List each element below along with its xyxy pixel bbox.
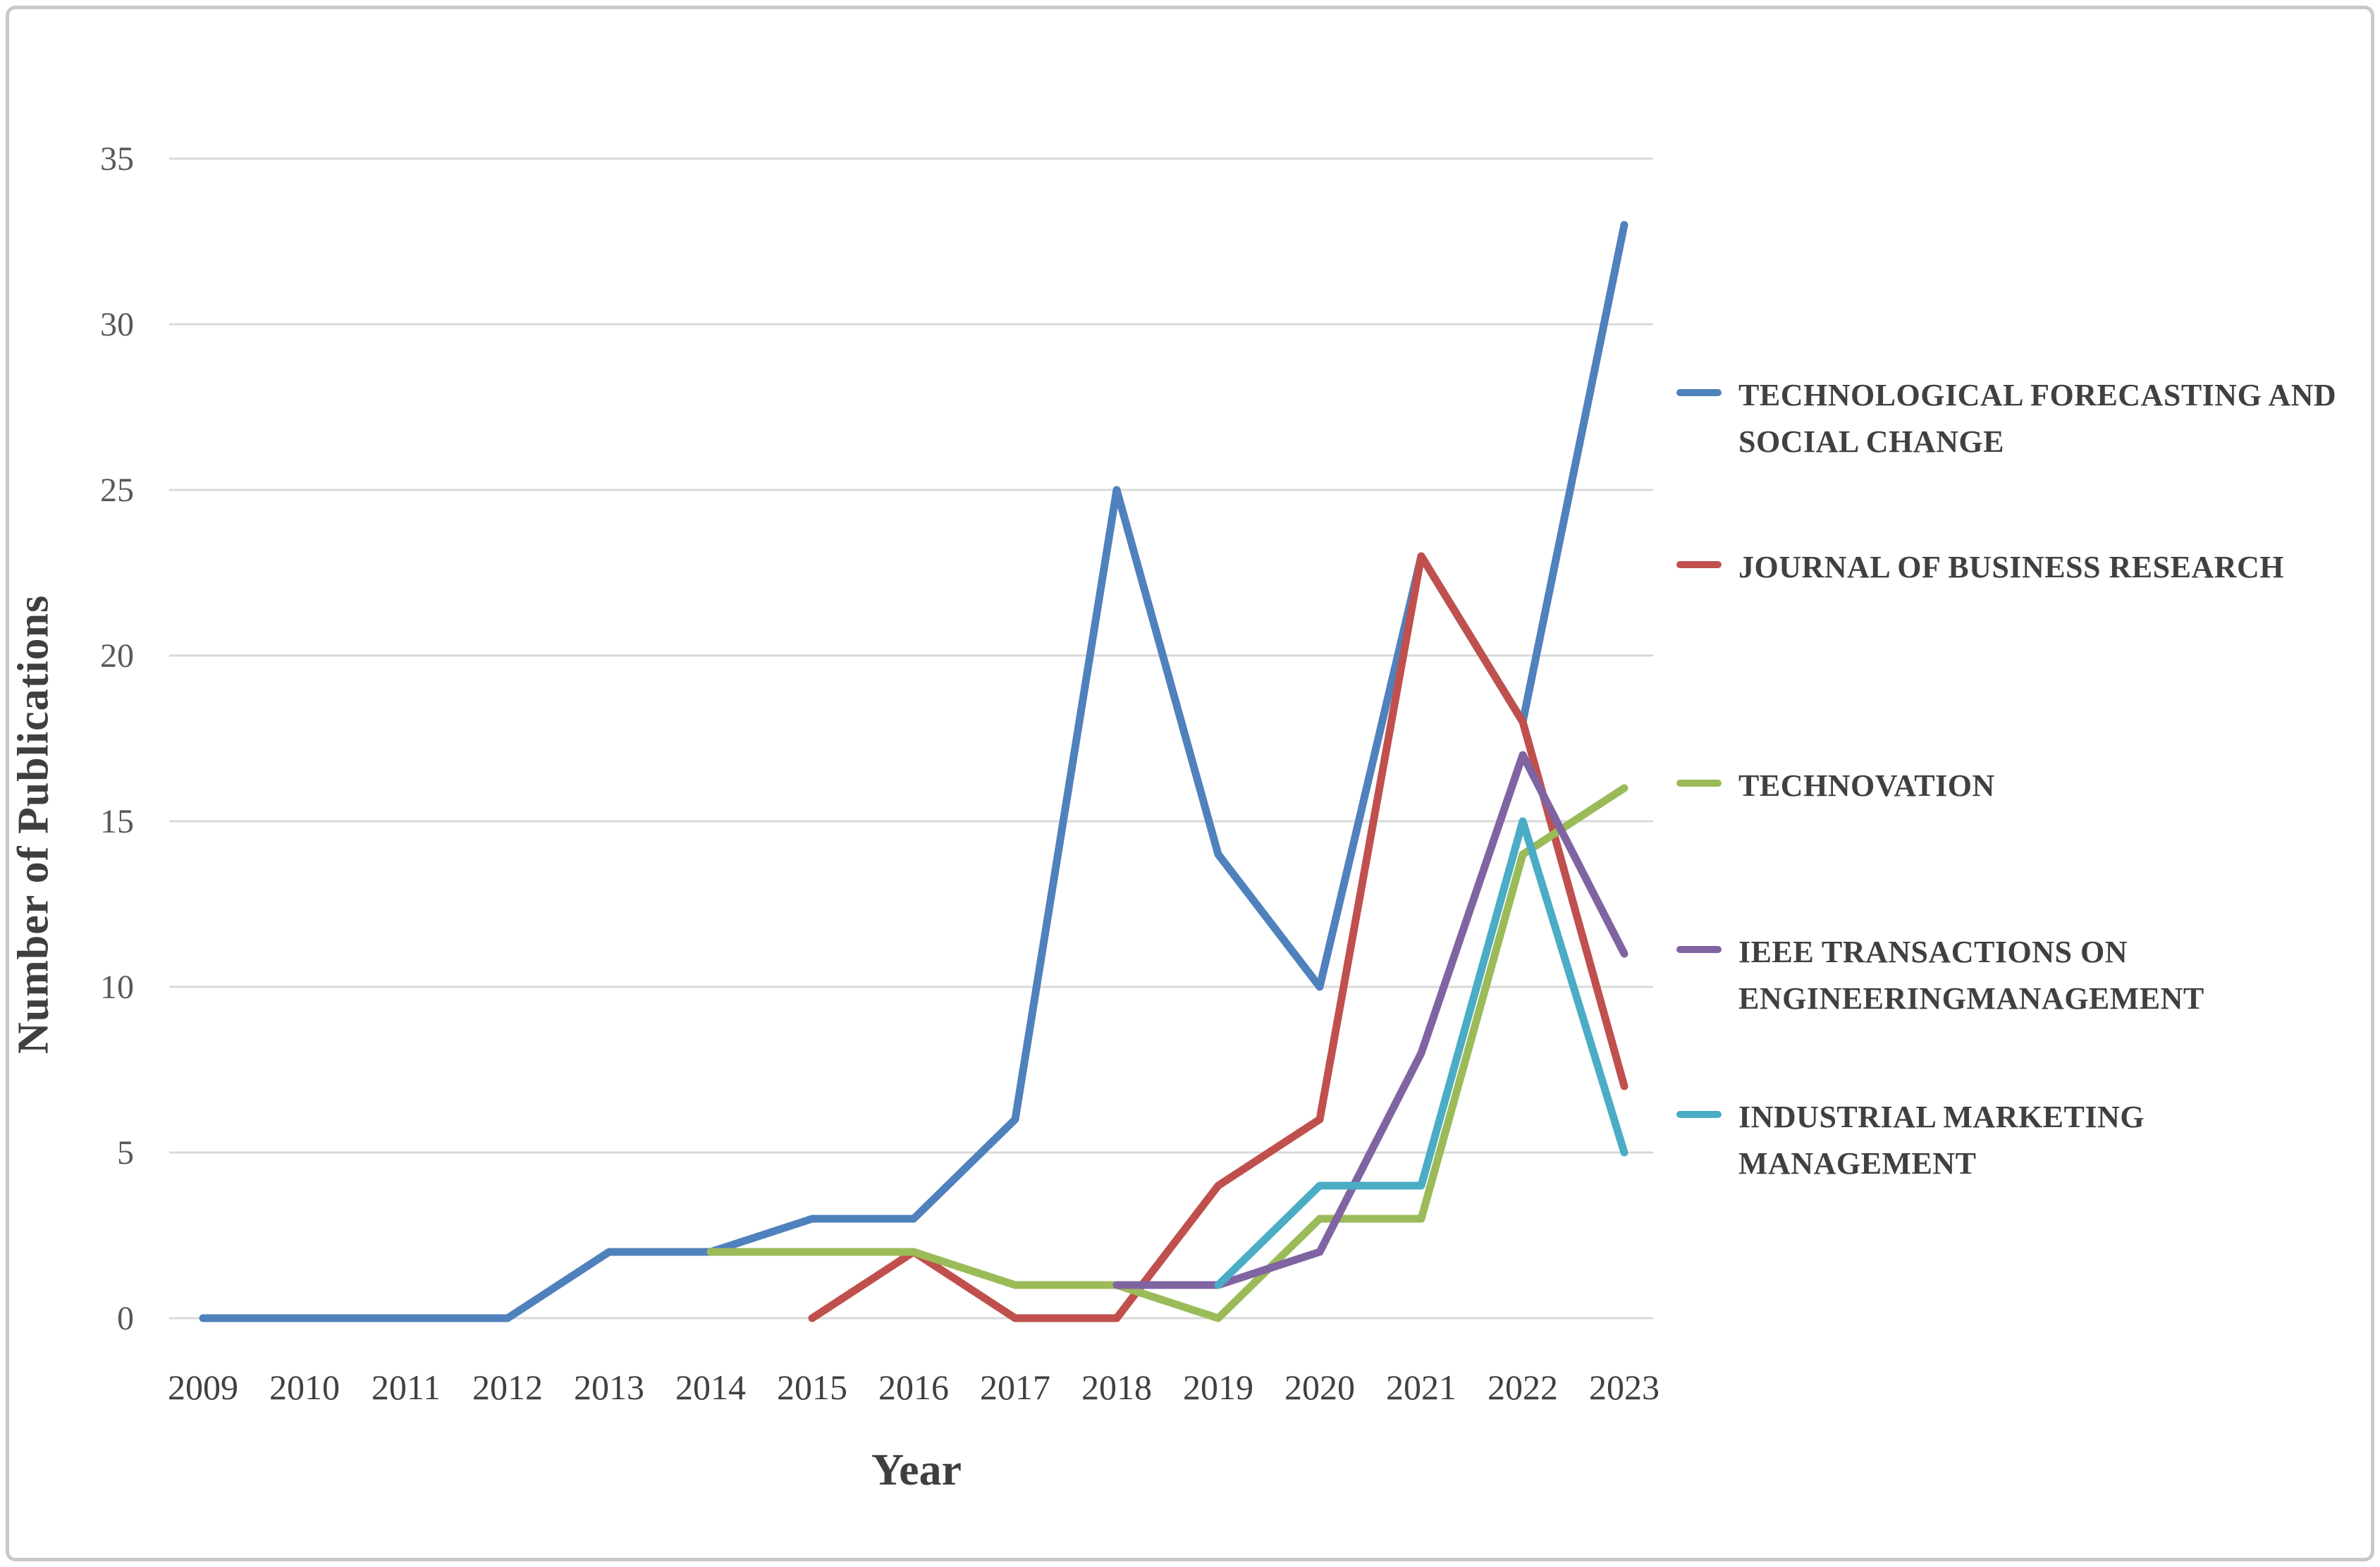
legend-label-3: TECHNOVATION (1738, 768, 1995, 803)
y-tick-label-5: 5 (117, 1134, 134, 1172)
legend-line-swatch-3 (1676, 780, 1722, 787)
x-tick-label-2021: 2021 (1386, 1368, 1456, 1407)
x-tick-label-2017: 2017 (980, 1368, 1050, 1407)
x-tick-label-2018: 2018 (1081, 1368, 1152, 1407)
x-tick-label-2014: 2014 (675, 1368, 746, 1407)
y-axis-tick-labels: 0 5 10 15 20 25 30 35 (100, 140, 134, 1337)
x-tick-label-2011: 2011 (372, 1368, 441, 1407)
series-line-4 (1112, 751, 1628, 1289)
x-tick-label-2019: 2019 (1183, 1368, 1253, 1407)
y-tick-label-35: 35 (100, 140, 134, 178)
legend-line-swatch-4 (1676, 946, 1722, 953)
legend-label-2: JOURNAL OF BUSINESS RESEARCH (1738, 550, 2284, 584)
legend-label-1: TECHNOLOGICAL FORECASTING AND SOCIAL CHA… (1738, 378, 2337, 459)
y-tick-label-25: 25 (100, 472, 134, 509)
series-line-5 (1214, 817, 1628, 1289)
x-axis-title: Year (871, 1444, 962, 1494)
x-axis-tick-labels: 2009 2010 2011 2012 2013 2014 2015 2016 2017 2018… (168, 1368, 1660, 1407)
x-tick-label-2020: 2020 (1284, 1368, 1355, 1407)
x-tick-label-2012: 2012 (472, 1368, 543, 1407)
y-tick-label-10: 10 (100, 969, 134, 1006)
legend-line-swatch-5 (1676, 1111, 1722, 1118)
data-series-lines (199, 221, 1628, 1322)
legend-line-swatch-1 (1676, 389, 1722, 396)
x-tick-label-2010: 2010 (269, 1368, 340, 1407)
legend-label-5: INDUSTRIAL MARKETING MANAGEMENT (1738, 1100, 2145, 1181)
legend-line-swatch-2 (1676, 561, 1722, 568)
y-axis-title: Number of Publications (9, 594, 58, 1055)
x-tick-label-2009: 2009 (168, 1368, 238, 1407)
x-tick-label-2015: 2015 (777, 1368, 847, 1407)
x-tick-label-2016: 2016 (878, 1368, 949, 1407)
figure-border (6, 6, 2374, 1561)
series-line-2 (808, 552, 1628, 1322)
x-tick-label-2013: 2013 (574, 1368, 644, 1407)
x-tick-label-2022: 2022 (1488, 1368, 1558, 1407)
legend: TECHNOLOGICAL FORECASTING AND SOCIAL CHA… (1676, 0, 2353, 1567)
y-tick-label-15: 15 (100, 803, 134, 840)
y-tick-label-20: 20 (100, 637, 134, 675)
series-line-1 (199, 221, 1628, 1322)
y-tick-label-30: 30 (100, 306, 134, 343)
legend-label-4: IEEE TRANSACTIONS ON ENGINEERINGMANAGEME… (1738, 935, 2204, 1016)
series-line-3 (706, 784, 1628, 1322)
y-tick-label-0: 0 (117, 1300, 134, 1337)
x-tick-label-2023: 2023 (1589, 1368, 1660, 1407)
